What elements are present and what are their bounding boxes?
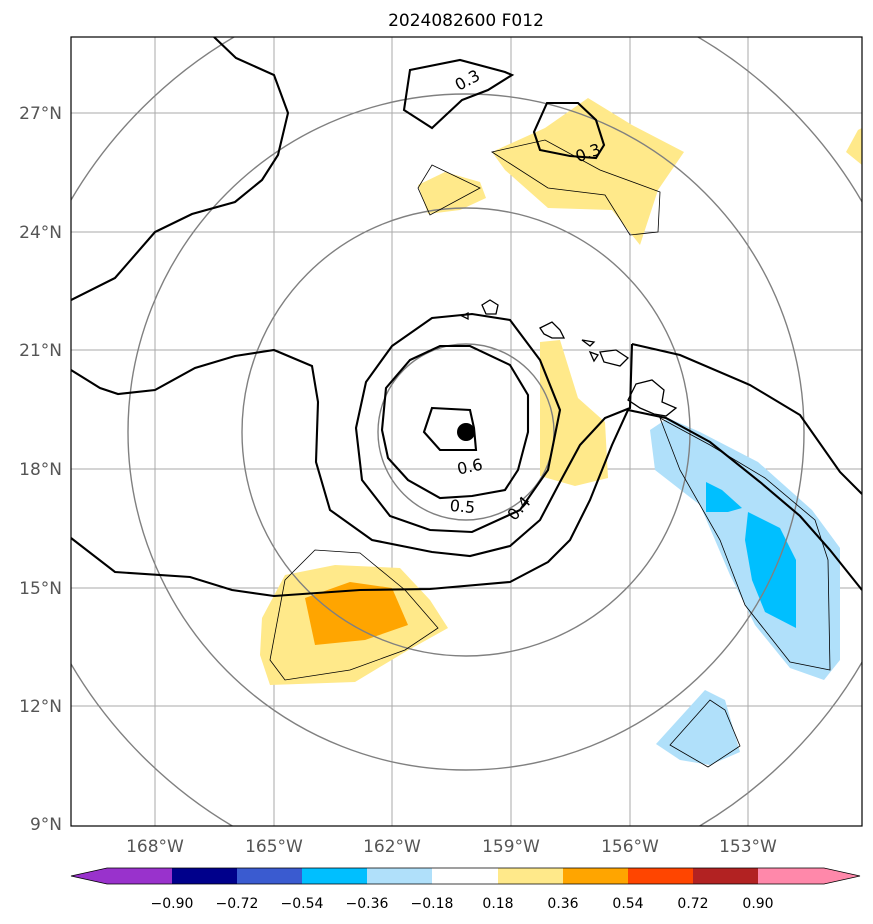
lon-tick-label: 162°W	[363, 837, 421, 857]
colorbar-segment	[432, 868, 498, 884]
colorbar-segment	[693, 868, 758, 884]
positive-anomaly-shading	[260, 98, 862, 685]
colorbar-segment	[563, 868, 628, 884]
colorbar-segment	[107, 868, 172, 884]
colorbar-tick-label: 0.72	[677, 896, 708, 912]
colorbar-outline	[70, 867, 861, 885]
colorbar-segment	[302, 868, 367, 884]
lat-tick-label: 12°N	[19, 697, 62, 717]
latitude-labels: 27°N 24°N 21°N 18°N 15°N 12°N 9°N	[19, 104, 62, 835]
colorbar-segment	[367, 868, 432, 884]
colorbar-over-extension	[824, 868, 860, 884]
colorbar-tick-label: −0.18	[411, 896, 454, 912]
lon-tick-label: 168°W	[126, 837, 184, 857]
coastlines	[460, 299, 678, 417]
colorbar-segment	[758, 868, 824, 884]
lat-tick-label: 27°N	[19, 104, 62, 124]
lat-tick-label: 18°N	[19, 460, 62, 480]
colorbar-tick-labels: −0.90 −0.72 −0.54 −0.36 −0.18 0.18 0.36 …	[151, 896, 774, 912]
colorbar-segment	[172, 868, 237, 884]
thin-contours	[269, 139, 831, 768]
map-plot-area: 0.3 0.3 0.6 0.5 0.4	[70, 36, 863, 827]
colorbar-tick-label: −0.72	[216, 896, 259, 912]
lon-tick-label: 165°W	[245, 837, 303, 857]
storm-center-marker	[457, 423, 475, 441]
contour-label: 0.6	[455, 455, 484, 479]
negative-anomaly-shading	[650, 418, 840, 765]
thick-contours	[71, 37, 862, 598]
lat-tick-label: 15°N	[19, 579, 62, 599]
lat-tick-label: 9°N	[30, 815, 62, 835]
contour-label: 0.5	[449, 496, 476, 517]
colorbar-tick-label: 0.90	[742, 896, 773, 912]
colorbar-tick-label: 0.54	[612, 896, 643, 912]
lon-tick-label: 153°W	[719, 837, 777, 857]
lat-tick-label: 21°N	[19, 341, 62, 361]
lon-tick-label: 156°W	[601, 837, 659, 857]
colorbar-under-extension	[71, 868, 107, 884]
colorbar-segment	[237, 868, 302, 884]
colorbar: −0.90 −0.72 −0.54 −0.36 −0.18 0.18 0.36 …	[70, 867, 861, 912]
map-title: 2024082600 F012	[388, 11, 544, 31]
colorbar-segment	[498, 868, 563, 884]
colorbar-tick-label: −0.90	[151, 896, 194, 912]
colorbar-tick-label: −0.54	[281, 896, 324, 912]
colorbar-segment	[628, 868, 693, 884]
colorbar-tick-label: −0.36	[346, 896, 389, 912]
lon-tick-label: 159°W	[482, 837, 540, 857]
colorbar-tick-label: 0.18	[482, 896, 513, 912]
longitude-labels: 168°W 165°W 162°W 159°W 156°W 153°W	[126, 837, 777, 857]
lat-tick-label: 24°N	[19, 223, 62, 243]
colorbar-tick-label: 0.36	[547, 896, 578, 912]
